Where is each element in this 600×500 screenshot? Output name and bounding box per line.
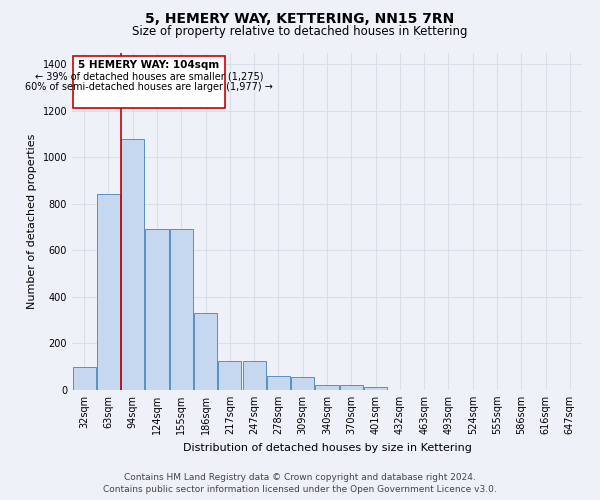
Bar — [194, 313, 217, 390]
Bar — [291, 377, 314, 390]
Text: Size of property relative to detached houses in Kettering: Size of property relative to detached ho… — [132, 25, 468, 38]
Bar — [73, 366, 95, 390]
Bar — [218, 361, 241, 390]
Bar — [145, 230, 169, 390]
Bar — [364, 386, 387, 390]
Text: ← 39% of detached houses are smaller (1,275): ← 39% of detached houses are smaller (1,… — [35, 71, 263, 81]
Bar — [340, 386, 363, 390]
Y-axis label: Number of detached properties: Number of detached properties — [27, 134, 37, 309]
Bar — [316, 386, 338, 390]
Bar — [267, 376, 290, 390]
Text: 5 HEMERY WAY: 104sqm: 5 HEMERY WAY: 104sqm — [79, 60, 220, 70]
Bar — [242, 361, 266, 390]
Text: 5, HEMERY WAY, KETTERING, NN15 7RN: 5, HEMERY WAY, KETTERING, NN15 7RN — [145, 12, 455, 26]
Bar — [121, 138, 144, 390]
X-axis label: Distribution of detached houses by size in Kettering: Distribution of detached houses by size … — [182, 442, 472, 452]
FancyBboxPatch shape — [73, 56, 225, 108]
Text: 60% of semi-detached houses are larger (1,977) →: 60% of semi-detached houses are larger (… — [25, 82, 273, 92]
Bar — [97, 194, 120, 390]
Text: Contains HM Land Registry data © Crown copyright and database right 2024.
Contai: Contains HM Land Registry data © Crown c… — [103, 472, 497, 494]
Bar — [170, 230, 193, 390]
